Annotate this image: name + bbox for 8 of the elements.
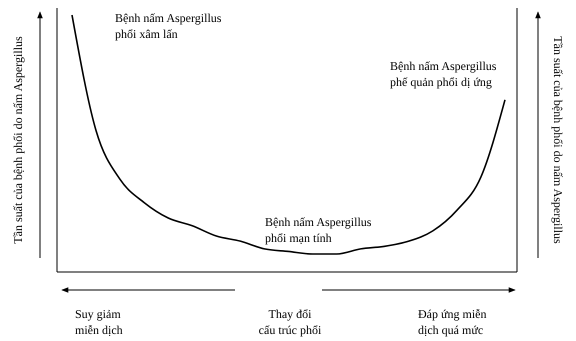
annotation: Bệnh nấm Aspergillus phế quản phổi dị ứng [390,59,497,89]
annotation: Bệnh nấm Aspergillus phổi xâm lấn [115,11,222,41]
text: Thay đổi cấu trúc phổi [258,307,322,337]
y-axis-title: Tần suất của bệnh phổi do nấm Aspergillus [11,36,25,244]
annotation: Bệnh nấm Aspergillus phổi mạn tính [265,215,372,245]
text: Suy giảm miễn dịch [75,307,123,337]
y2-axis-title: Tần suất của bệnh phổi do nấm Aspergillus [551,36,565,244]
text: Đáp ứng miễn dịch quá mức [418,307,486,337]
